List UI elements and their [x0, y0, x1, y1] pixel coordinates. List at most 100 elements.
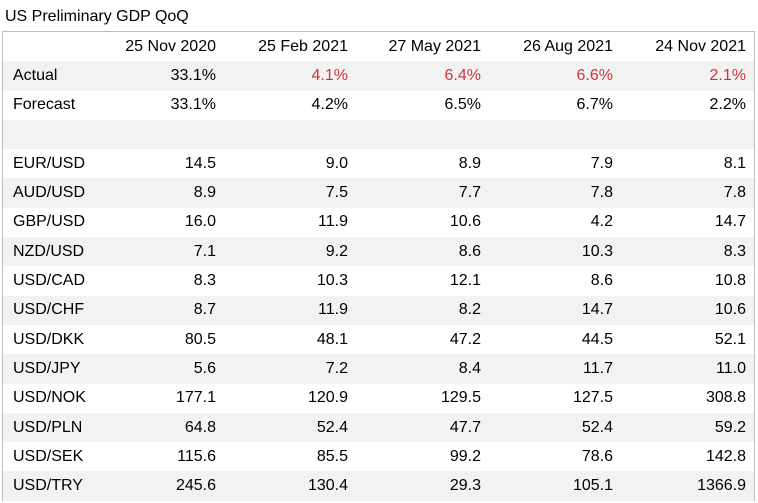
actual-value: 4.1% [224, 61, 356, 91]
table-cell: 8.1 [723, 154, 746, 172]
table-cell: 52.4 [224, 412, 356, 443]
table-row: EUR/USD 14.5 9.0 8.9 7.9 8.1 [3, 149, 754, 178]
table-cell: 9.2 [224, 237, 356, 267]
table-cell: 7.1 [100, 237, 224, 267]
table-cell: 14.5 [184, 154, 216, 172]
table-cell: 14.7 [489, 295, 621, 325]
table-cell: 16.0 [184, 213, 216, 231]
table-cell: 8.9 [458, 154, 481, 172]
table-cell: 8.6 [590, 272, 613, 290]
table-cell: 11.9 [318, 213, 348, 231]
table-cell: 7.2 [224, 354, 356, 384]
pair-label: USD/PLN [3, 412, 100, 443]
row-label: Forecast [13, 96, 76, 114]
column-header: 25 Nov 2020 [125, 37, 216, 55]
table-cell: 78.6 [581, 447, 613, 465]
table-cell: 7.9 [590, 154, 613, 172]
table-cell: 48.1 [316, 330, 348, 348]
pair-label: USD/SEK [13, 447, 84, 465]
table-cell: 177.1 [175, 389, 216, 407]
table-cell: 142.8 [705, 447, 746, 465]
pair-label: USD/TRY [3, 471, 100, 501]
pair-label: USD/DKK [13, 330, 85, 348]
table-cell: 7.7 [356, 178, 489, 208]
forecast-value: 33.1% [170, 96, 216, 114]
column-header: 26 Aug 2021 [523, 37, 613, 55]
actual-value: 33.1% [100, 61, 224, 91]
column-header: 25 Feb 2021 [258, 37, 348, 55]
table-cell: 120.9 [307, 389, 348, 407]
pair-label: USD/NOK [13, 389, 86, 407]
table-cell: 5.6 [100, 354, 224, 384]
forecast-value: 2.2% [709, 96, 746, 114]
forecast-value: 6.5% [444, 96, 481, 114]
table-cell: 105.1 [489, 471, 621, 501]
currency-pair-rows: EUR/USD 14.5 9.0 8.9 7.9 8.1 AUD/USD 8.9 7.5 7.7 7… [3, 149, 754, 501]
table-title: US Preliminary GDP QoQ [5, 8, 189, 25]
table-cell: 10.6 [449, 213, 481, 231]
pair-label: USD/JPY [3, 354, 100, 384]
actual-value: 6.4% [356, 61, 489, 91]
header-row: 25 Nov 2020 25 Feb 2021 27 May 2021 26 A… [3, 32, 754, 61]
table-cell: 129.5 [440, 389, 481, 407]
table-cell: 115.6 [177, 447, 216, 465]
pair-label: USD/CAD [13, 272, 86, 290]
table-cell: 8.6 [356, 237, 489, 267]
header-corner [3, 32, 100, 61]
table-cell: 47.7 [356, 412, 489, 443]
table-row: USD/NOK 177.1 120.9 129.5 127.5 308.8 [3, 384, 754, 413]
table-cell: 10.8 [714, 272, 746, 290]
table-cell: 64.8 [100, 412, 224, 443]
table-cell: 9.0 [325, 154, 348, 172]
table-row: USD/PLN 64.8 52.4 47.7 52.4 59.2 [3, 412, 754, 443]
table-cell: 47.2 [449, 330, 481, 348]
table-cell: 10.6 [621, 295, 754, 325]
pair-label: EUR/USD [13, 154, 86, 172]
table-cell: 14.7 [714, 213, 746, 231]
column-header: 27 May 2021 [388, 37, 481, 55]
pair-label: USD/CHF [3, 295, 100, 325]
table-cell: 8.4 [356, 354, 489, 384]
actual-value: 2.1% [621, 61, 754, 91]
forecast-value: 4.2% [311, 96, 348, 114]
table-cell: 10.3 [489, 237, 621, 267]
spacer-cell [3, 119, 754, 150]
table-cell: 7.5 [224, 178, 356, 208]
table-cell: 12.1 [449, 272, 481, 290]
table-cell: 7.8 [489, 178, 621, 208]
table-cell: 8.2 [356, 295, 489, 325]
row-label: Actual [3, 61, 100, 91]
column-header: 24 Nov 2021 [655, 37, 746, 55]
table-cell: 59.2 [621, 412, 754, 443]
table-cell: 11.0 [621, 354, 754, 384]
table-row: USD/SEK 115.6 85.5 99.2 78.6 142.8 [3, 442, 754, 471]
table-row: USD/TRY 245.6 130.4 29.3 105.1 1366.9 [3, 471, 754, 501]
table-cell: 308.8 [705, 389, 746, 407]
table-row: GBP/USD 16.0 11.9 10.6 4.2 14.7 [3, 208, 754, 237]
actual-value: 6.6% [489, 61, 621, 91]
table-row: USD/JPY 5.6 7.2 8.4 11.7 11.0 [3, 354, 754, 384]
table-cell: 29.3 [356, 471, 489, 501]
table-cell: 245.6 [100, 471, 224, 501]
pair-label: GBP/USD [13, 213, 86, 231]
actual-row: Actual 33.1% 4.1% 6.4% 6.6% 2.1% [3, 61, 754, 91]
table-cell: 85.5 [316, 447, 348, 465]
table-cell: 8.3 [193, 272, 216, 290]
forecast-row: Forecast 33.1% 4.2% 6.5% 6.7% 2.2% [3, 91, 754, 120]
gdp-table-container: 25 Nov 2020 25 Feb 2021 27 May 2021 26 A… [2, 31, 755, 501]
table-row: USD/CHF 8.7 11.9 8.2 14.7 10.6 [3, 295, 754, 325]
table-cell: 7.8 [621, 178, 754, 208]
table-cell: 44.5 [581, 330, 613, 348]
table-cell: 127.5 [572, 389, 613, 407]
table-cell: 52.1 [714, 330, 746, 348]
pair-label: AUD/USD [3, 178, 100, 208]
forecast-value: 6.7% [576, 96, 613, 114]
pair-label: NZD/USD [3, 237, 100, 267]
table-row: USD/DKK 80.5 48.1 47.2 44.5 52.1 [3, 325, 754, 354]
table-cell: 130.4 [224, 471, 356, 501]
table-cell: 11.9 [224, 295, 356, 325]
table-cell: 8.7 [100, 295, 224, 325]
table-row: USD/CAD 8.3 10.3 12.1 8.6 10.8 [3, 266, 754, 295]
table-cell: 52.4 [489, 412, 621, 443]
gdp-table: 25 Nov 2020 25 Feb 2021 27 May 2021 26 A… [3, 32, 754, 501]
